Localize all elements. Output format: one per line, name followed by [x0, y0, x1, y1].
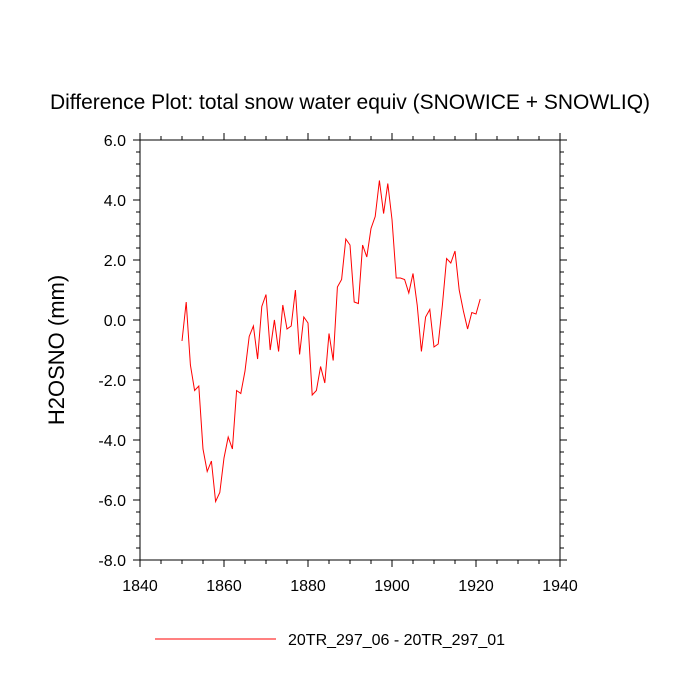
y-tick-label: -4.0 [98, 433, 126, 450]
x-tick-label: 1940 [542, 578, 578, 595]
y-tick-label: 4.0 [104, 193, 126, 210]
y-axis-label: H2OSNO (mm) [44, 275, 69, 425]
y-tick-label: -2.0 [98, 373, 126, 390]
y-tick-label: -8.0 [98, 553, 126, 570]
y-tick-label: 6.0 [104, 133, 126, 150]
x-tick-label: 1860 [206, 578, 242, 595]
legend: 20TR_297_06 - 20TR_297_01 [155, 632, 505, 649]
y-tick-label: -6.0 [98, 493, 126, 510]
y-tick-label: 0.0 [104, 313, 126, 330]
x-tick-label: 1900 [374, 578, 410, 595]
x-tick-label: 1920 [458, 578, 494, 595]
legend-label: 20TR_297_06 - 20TR_297_01 [288, 632, 505, 649]
series-line-0 [181, 180, 481, 504]
plot-area [181, 180, 481, 504]
chart-title: Difference Plot: total snow water equiv … [50, 91, 650, 114]
y-tick-label: 2.0 [104, 253, 126, 270]
plot-frame [139, 139, 561, 561]
x-tick-label: 1840 [122, 578, 158, 595]
x-tick-label: 1880 [290, 578, 326, 595]
axis-ticks: 1840 1860 1880 1900 1920 1940 -8.0 -6.0 -4.0 -2.0… [98, 133, 578, 595]
